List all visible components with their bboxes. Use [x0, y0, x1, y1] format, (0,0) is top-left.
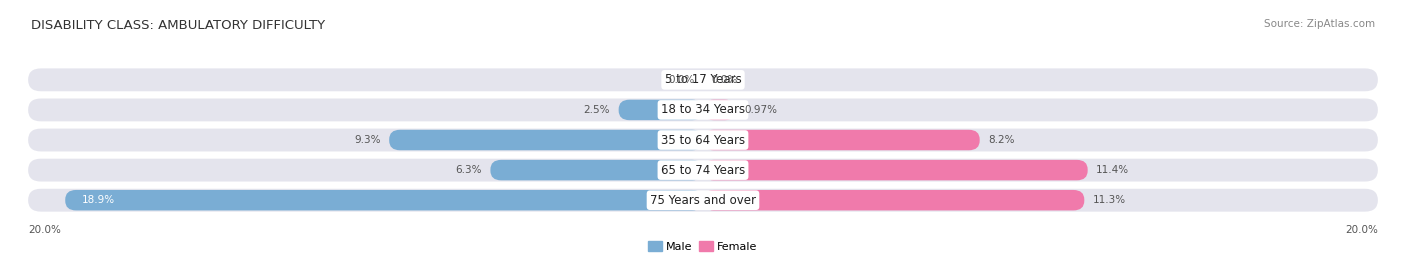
FancyBboxPatch shape [619, 100, 703, 120]
Text: 35 to 64 Years: 35 to 64 Years [661, 133, 745, 147]
FancyBboxPatch shape [28, 99, 1378, 121]
Text: 0.97%: 0.97% [744, 105, 778, 115]
FancyBboxPatch shape [703, 100, 735, 120]
Text: 18 to 34 Years: 18 to 34 Years [661, 103, 745, 116]
FancyBboxPatch shape [28, 68, 1378, 91]
Text: 65 to 74 Years: 65 to 74 Years [661, 163, 745, 177]
Text: DISABILITY CLASS: AMBULATORY DIFFICULTY: DISABILITY CLASS: AMBULATORY DIFFICULTY [31, 19, 325, 32]
FancyBboxPatch shape [703, 160, 1088, 180]
FancyBboxPatch shape [389, 130, 703, 150]
Text: 0.0%: 0.0% [668, 75, 695, 85]
FancyBboxPatch shape [491, 160, 703, 180]
FancyBboxPatch shape [28, 189, 1378, 212]
Text: 2.5%: 2.5% [583, 105, 610, 115]
Text: 0.0%: 0.0% [711, 75, 738, 85]
FancyBboxPatch shape [28, 159, 1378, 181]
Text: 5 to 17 Years: 5 to 17 Years [665, 73, 741, 86]
Text: 8.2%: 8.2% [988, 135, 1015, 145]
FancyBboxPatch shape [65, 190, 703, 210]
FancyBboxPatch shape [28, 129, 1378, 151]
Text: 11.3%: 11.3% [1092, 195, 1126, 205]
Text: 20.0%: 20.0% [28, 225, 60, 235]
Text: 6.3%: 6.3% [456, 165, 482, 175]
Text: 9.3%: 9.3% [354, 135, 381, 145]
Text: 18.9%: 18.9% [82, 195, 115, 205]
Text: 11.4%: 11.4% [1097, 165, 1129, 175]
FancyBboxPatch shape [703, 190, 1084, 210]
Text: Source: ZipAtlas.com: Source: ZipAtlas.com [1264, 19, 1375, 29]
FancyBboxPatch shape [703, 130, 980, 150]
Legend: Male, Female: Male, Female [648, 241, 758, 252]
Text: 75 Years and over: 75 Years and over [650, 194, 756, 207]
Text: 20.0%: 20.0% [1346, 225, 1378, 235]
